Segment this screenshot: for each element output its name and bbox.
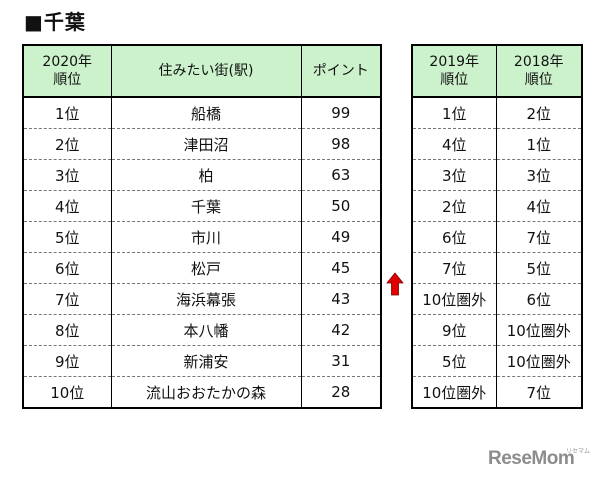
table-row: 1位 船橋 99 — [22, 96, 382, 129]
rank-2019-cell: 7位 — [411, 252, 497, 284]
rank-2019-cell: 2位 — [411, 190, 497, 222]
rank-2018-cell: 10位圏外 — [495, 345, 583, 377]
rank-2019-cell: 6位 — [411, 221, 497, 253]
table-row: 10位圏外 7位 — [411, 376, 583, 409]
rank-2019-cell: 5位 — [411, 345, 497, 377]
rank-cell: 8位 — [22, 314, 112, 346]
station-cell: 船橋 — [110, 96, 302, 129]
points-cell: 28 — [300, 376, 382, 409]
rank-2019-cell: 9位 — [411, 314, 497, 346]
station-cell: 流山おおたかの森 — [110, 376, 302, 409]
station-cell: 津田沼 — [110, 128, 302, 160]
station-cell: 松戸 — [110, 252, 302, 284]
header-points: ポイント — [300, 44, 382, 98]
table-row: 10位 流山おおたかの森 28 — [22, 376, 382, 409]
table-row: 7位 5位 — [411, 252, 583, 284]
up-arrow-icon — [386, 272, 404, 296]
rank-cell: 4位 — [22, 190, 112, 222]
rank-2018-cell: 7位 — [495, 376, 583, 409]
rank-cell: 5位 — [22, 221, 112, 253]
points-cell: 99 — [300, 96, 382, 129]
ranking-header-row: 2020年 順位 住みたい街(駅) ポイント — [22, 44, 382, 98]
resemom-logo-sub: リセマム — [566, 448, 591, 455]
rank-cell: 10位 — [22, 376, 112, 409]
rank-2019-cell: 10位圏外 — [411, 376, 497, 409]
table-row: 1位 2位 — [411, 96, 583, 129]
rank-cell: 7位 — [22, 283, 112, 315]
points-cell: 45 — [300, 252, 382, 284]
rank-cell: 6位 — [22, 252, 112, 284]
station-cell: 新浦安 — [110, 345, 302, 377]
table-row: 3位柏 63 — [22, 159, 382, 191]
rank-2018-cell: 3位 — [495, 159, 583, 191]
rank-2019-cell: 1位 — [411, 96, 497, 129]
header-points-label: ポイント — [312, 63, 369, 79]
table-row: 2位 津田沼 98 — [22, 128, 382, 160]
rank-cell: 3位 — [22, 159, 112, 191]
table-row: 9位 10位圏外 — [411, 314, 583, 346]
table-row: 2位 4位 — [411, 190, 583, 222]
table-row: 10位圏外 6位 — [411, 283, 583, 315]
table-row: 3位 3位 — [411, 159, 583, 191]
table-row: 5位 10位圏外 — [411, 345, 583, 377]
points-cell: 49 — [300, 221, 382, 253]
table-row: 4位 1位 — [411, 128, 583, 160]
page-title: ■千葉 — [24, 10, 86, 34]
table-row: 5位 市川 49 — [22, 221, 382, 253]
table-row: 4位 千葉 50 — [22, 190, 382, 222]
table-row: 6位 7位 — [411, 221, 583, 253]
header-rank-2020: 2020年 順位 — [22, 44, 112, 98]
rank-cell: 9位 — [22, 345, 112, 377]
header-station: 住みたい街(駅) — [110, 44, 302, 98]
rank-2018-cell: 4位 — [495, 190, 583, 222]
rank-2018-cell: 1位 — [495, 128, 583, 160]
header-rank-2020-label: 2020年 順位 — [42, 54, 93, 88]
rank-2018-cell: 2位 — [495, 96, 583, 129]
header-rank-2018: 2018年 順位 — [495, 44, 583, 98]
rank-2019-cell: 3位 — [411, 159, 497, 191]
points-cell: 50 — [300, 190, 382, 222]
header-rank-2018-label: 2018年 順位 — [513, 54, 564, 88]
rank-2018-cell: 10位圏外 — [495, 314, 583, 346]
station-cell: 千葉 — [110, 190, 302, 222]
rank-2018-cell: 6位 — [495, 283, 583, 315]
station-cell: 柏 — [110, 159, 302, 191]
table-row: 6位 松戸 45 — [22, 252, 382, 284]
points-cell: 31 — [300, 345, 382, 377]
resemom-logo: ReseMom — [488, 448, 575, 469]
station-cell: 市川 — [110, 221, 302, 253]
table-row: 9位 新浦安 31 — [22, 345, 382, 377]
points-cell: 43 — [300, 283, 382, 315]
table-row: 7位 海浜幕張 43 — [22, 283, 382, 315]
points-cell: 98 — [300, 128, 382, 160]
header-rank-2019: 2019年 順位 — [411, 44, 497, 98]
station-cell: 本八幡 — [110, 314, 302, 346]
rank-2018-cell: 7位 — [495, 221, 583, 253]
header-rank-2019-label: 2019年 順位 — [429, 54, 480, 88]
table-row: 8位 本八幡 42 — [22, 314, 382, 346]
rank-cell: 1位 — [22, 96, 112, 129]
header-station-label: 住みたい街(駅) — [158, 63, 254, 79]
rank-cell: 2位 — [22, 128, 112, 160]
points-cell: 42 — [300, 314, 382, 346]
rank-2018-cell: 5位 — [495, 252, 583, 284]
ranking-table: 2020年 順位 住みたい街(駅) ポイント 1位 船橋 99 2位 津田沼 98 3位… — [22, 44, 382, 409]
rank-2019-cell: 10位圏外 — [411, 283, 497, 315]
points-cell: 63 — [300, 159, 382, 191]
rank-2019-cell: 4位 — [411, 128, 497, 160]
station-cell: 海浜幕張 — [110, 283, 302, 315]
history-header-row: 2019年 順位 2018年 順位 — [411, 44, 583, 98]
history-table: 2019年 順位 2018年 順位 1位 2位 4位 1位 3位 3位 2位 4位 6位… — [411, 44, 583, 409]
